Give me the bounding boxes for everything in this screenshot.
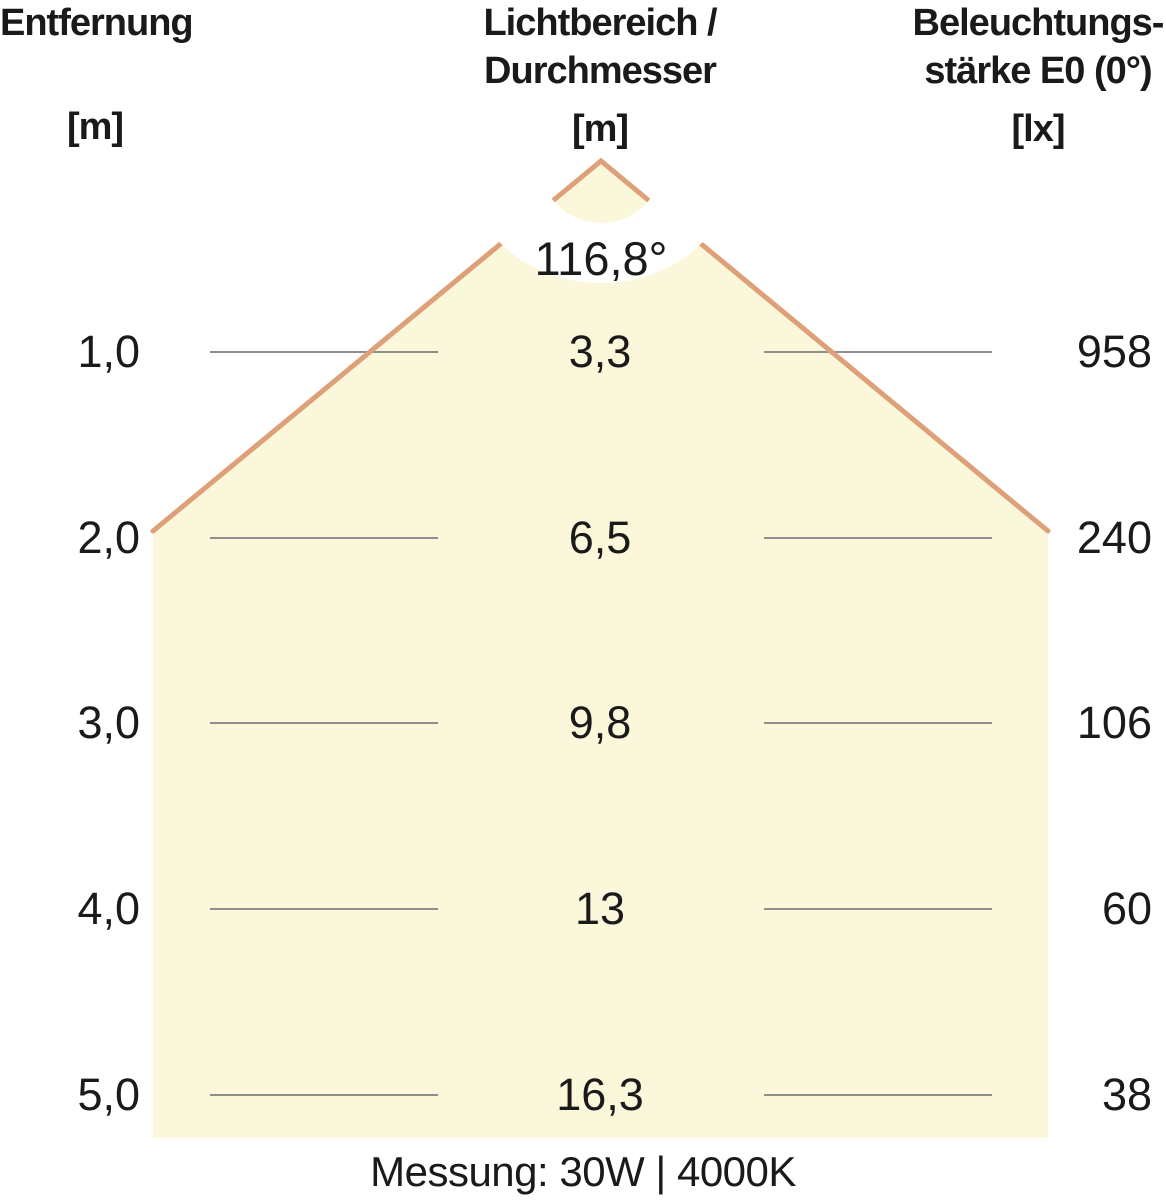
distance-value-1: 1,0 <box>77 326 140 377</box>
diameter-value-5: 16,3 <box>556 1069 644 1120</box>
illuminance-value-1: 958 <box>1076 326 1152 377</box>
column-header-diameter-title-line1: Lichtbereich / <box>483 2 717 44</box>
distance-value-5: 5,0 <box>77 1069 140 1120</box>
beam-angle-value: 116,8° <box>534 232 668 285</box>
distance-value-3: 3,0 <box>77 697 140 748</box>
illuminance-value-4: 60 <box>1101 883 1152 934</box>
cone-edge-lines <box>150 157 1051 534</box>
light-cone-shape <box>153 161 1048 1138</box>
diameter-value-1: 3,3 <box>568 326 632 377</box>
distance-value-2: 2,0 <box>77 512 140 563</box>
column-header-illuminance-unit: [lx] <box>1011 108 1066 150</box>
measurement-caption: Messung: 30W | 4000K <box>370 1148 796 1195</box>
diameter-value-3: 9,8 <box>568 697 632 748</box>
column-header-illuminance-title-line2: stärke E0 (0°) <box>924 50 1152 92</box>
beam-gap-arc <box>464 38 738 284</box>
illuminance-value-3: 106 <box>1076 697 1152 748</box>
tick-lines <box>210 351 992 1096</box>
illuminance-value-2: 240 <box>1076 512 1152 563</box>
illuminance-value-5: 38 <box>1101 1069 1152 1120</box>
column-header-diameter-unit: [m] <box>571 108 629 150</box>
diameter-value-2: 6,5 <box>568 512 632 563</box>
column-header-diameter-title-line2: Durchmesser <box>484 50 717 92</box>
column-header-distance-title: Entfernung <box>0 2 194 44</box>
diameter-value-4: 13 <box>574 883 626 934</box>
column-header-illuminance-title-line1: Beleuchtungs- <box>912 2 1165 44</box>
column-header-distance-unit: [m] <box>66 106 124 148</box>
distance-value-4: 4,0 <box>77 883 140 934</box>
